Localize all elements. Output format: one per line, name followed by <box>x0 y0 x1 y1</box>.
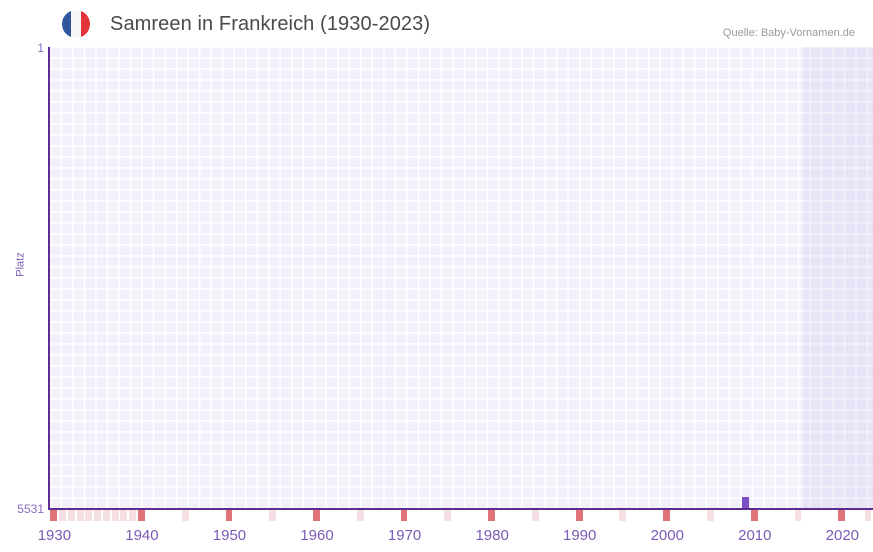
x-tick-1950 <box>225 510 233 521</box>
x-tick-2010 <box>750 510 758 521</box>
x-tick-1934 <box>85 510 93 521</box>
x-tick-1932 <box>67 510 75 521</box>
y-axis-tick-labels: 1 5531 <box>0 0 44 552</box>
flag-stripe-red <box>80 10 90 38</box>
x-tick-1936 <box>102 510 110 521</box>
plot-area <box>50 47 873 509</box>
x-axis-label-1970: 1970 <box>387 527 422 544</box>
chart-header: Samreen in Frankreich (1930-2023) Quelle… <box>0 0 873 46</box>
x-tick-1940 <box>137 510 145 521</box>
x-tick-2015 <box>794 510 802 521</box>
x-tick-1937 <box>111 510 119 521</box>
x-axis-label-1930: 1930 <box>37 527 72 544</box>
x-tick-1935 <box>94 510 102 521</box>
x-axis-label-1940: 1940 <box>125 527 159 544</box>
x-tick-1939 <box>129 510 137 521</box>
y-axis-line <box>48 47 50 510</box>
x-tick-1931 <box>59 510 66 521</box>
x-axis-label-2000: 2000 <box>650 527 684 544</box>
x-tick-1975 <box>444 510 452 521</box>
x-axis-label-1980: 1980 <box>475 527 509 544</box>
x-tick-1980 <box>488 510 495 521</box>
x-axis-tick-marks <box>50 510 873 521</box>
x-axis-line <box>48 508 873 510</box>
x-tick-1933 <box>76 510 84 521</box>
x-tick-1990 <box>575 510 583 521</box>
x-axis-label-1990: 1990 <box>563 527 597 544</box>
x-axis-label-1950: 1950 <box>212 527 247 544</box>
data-bar-2009[interactable] <box>742 497 750 509</box>
x-tick-1985 <box>531 510 539 521</box>
x-axis-label-2020: 2020 <box>825 527 860 544</box>
chart-title: Samreen in Frankreich (1930-2023) <box>110 13 431 35</box>
x-axis-tick-labels: 1930 1940 1950 1960 1970 1980 1990 2000 2010 2020 <box>0 526 873 548</box>
x-tick-1995 <box>619 510 627 521</box>
flag-stripe-white <box>71 10 81 38</box>
x-tick-2023 <box>864 510 872 521</box>
x-tick-1930 <box>50 510 58 521</box>
y-axis-title: Platz <box>14 252 27 277</box>
data-series-layer <box>50 47 873 509</box>
france-flag-icon <box>62 10 90 38</box>
x-tick-2020 <box>838 510 846 521</box>
y-axis-label-bottom: 5531 <box>17 502 44 516</box>
x-tick-1965 <box>356 510 364 521</box>
x-tick-2000 <box>663 510 671 521</box>
x-tick-1955 <box>269 510 277 521</box>
x-tick-1938 <box>120 510 128 521</box>
x-axis-label-2010: 2010 <box>738 527 772 544</box>
x-tick-1970 <box>400 510 408 521</box>
source-attribution: Quelle: Baby-Vornamen.de <box>722 27 855 39</box>
y-axis-label-top: 1 <box>37 41 44 55</box>
flag-stripe-blue <box>62 10 72 38</box>
x-axis-label-1960: 1960 <box>300 527 334 544</box>
x-tick-1945 <box>181 510 189 521</box>
x-tick-1960 <box>313 510 320 521</box>
x-tick-2005 <box>707 510 714 521</box>
